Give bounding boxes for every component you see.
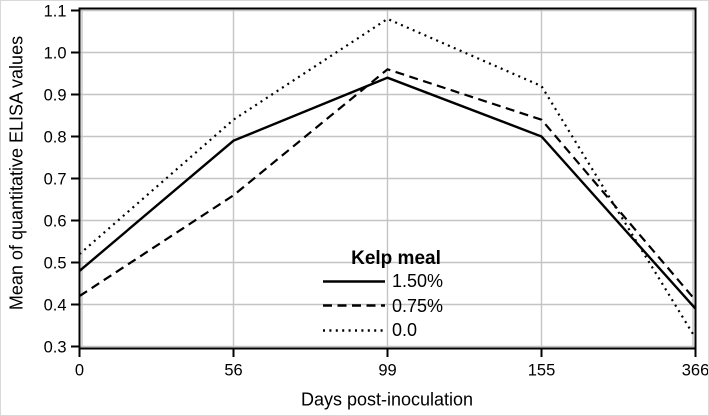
- y-tick-label: 1.1: [44, 3, 67, 21]
- dashed-line-swatch-icon: [323, 304, 385, 307]
- x-axis-title: Days post-inoculation: [300, 389, 474, 410]
- x-tick-label: 0: [75, 362, 84, 380]
- x-tick-label: 56: [224, 362, 242, 380]
- legend-title: Kelp meal: [351, 248, 441, 269]
- legend-label: 0.0: [392, 320, 418, 341]
- solid-line-swatch-icon: [323, 280, 385, 283]
- y-tick-label: 0.9: [44, 87, 67, 105]
- legend-entry-solid: 1.50%: [323, 269, 469, 294]
- series-line-00: [78, 17, 697, 339]
- y-axis-title: Mean of quantitative ELISA values: [6, 35, 27, 311]
- legend-entry-dashed: 0.75%: [323, 294, 469, 319]
- y-tick-label: 0.4: [44, 297, 67, 315]
- legend-entry-dotted: 0.0: [323, 318, 469, 343]
- legend-label: 1.50%: [392, 271, 444, 292]
- y-tick-label: 0.3: [44, 339, 67, 357]
- x-tick-label: 366: [682, 362, 709, 380]
- legend-label: 0.75%: [392, 295, 444, 316]
- legend: Kelp meal 1.50% 0.75% 0.0: [323, 248, 469, 343]
- y-tick-label: 0.6: [44, 213, 67, 231]
- series-line-150: [78, 76, 697, 310]
- y-tick-label: 0.7: [44, 171, 67, 189]
- x-tick-label: 155: [528, 362, 556, 380]
- series-line-075: [78, 68, 697, 302]
- dotted-line-swatch-icon: [323, 329, 385, 332]
- y-tick-label: 0.8: [44, 129, 67, 147]
- x-tick-label: 99: [378, 362, 396, 380]
- y-tick-label: 1.0: [44, 45, 67, 63]
- y-tick-label: 0.5: [44, 255, 67, 273]
- plot-frame: [78, 7, 697, 350]
